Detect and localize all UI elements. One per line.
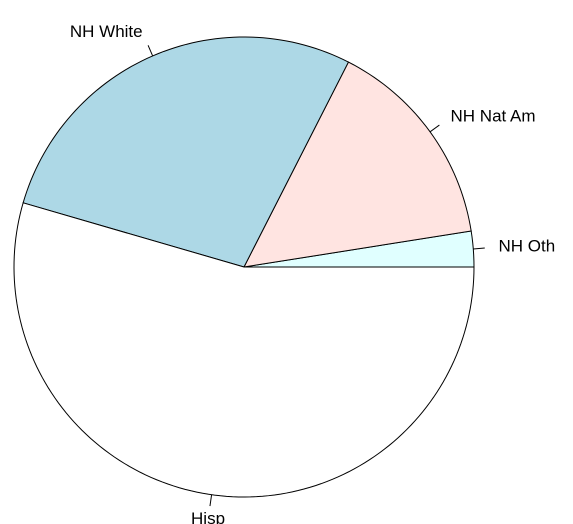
- label-hisp: Hisp: [191, 509, 225, 524]
- label-nh-white: NH White: [70, 22, 143, 41]
- pie-labels: NH Oth NH Nat Am NH White Hisp: [70, 22, 555, 524]
- pie-slices: [13, 36, 475, 498]
- slice-hisp: [13, 202, 475, 498]
- label-nh-nat-am: NH Nat Am: [451, 106, 536, 125]
- leader-line-hisp: [209, 494, 213, 507]
- pie-leader-lines: [147, 45, 485, 507]
- leader-line-nh-oth: [473, 247, 485, 250]
- leader-line-nh-nat-am: [429, 124, 440, 133]
- leader-line-nh-white: [147, 45, 154, 57]
- label-nh-oth: NH Oth: [499, 236, 556, 255]
